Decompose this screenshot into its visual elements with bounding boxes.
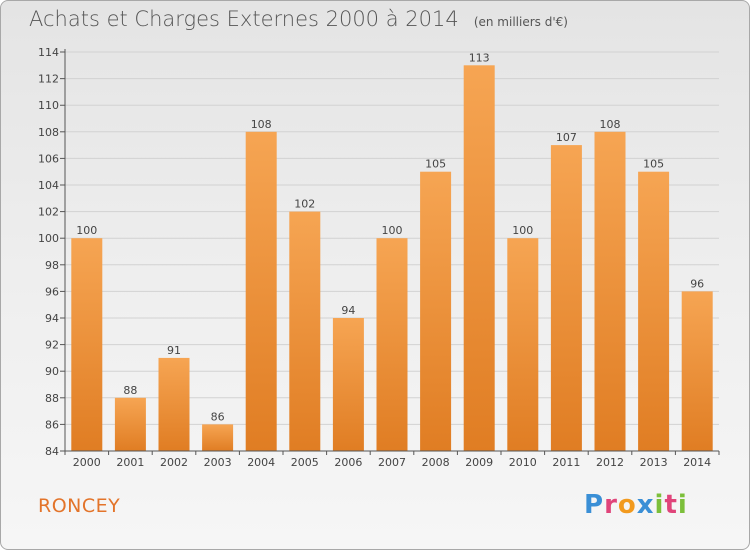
bar-2011 <box>550 145 582 451</box>
data-label-2012: 108 <box>600 118 621 131</box>
data-label-2008: 105 <box>425 158 446 171</box>
bar-2000 <box>71 238 103 451</box>
data-label-2006: 94 <box>341 304 355 317</box>
x-tick-label-2009: 2009 <box>465 456 493 469</box>
y-tick-label: 102 <box>38 206 59 219</box>
bar-2010 <box>507 238 539 451</box>
chart-subtitle: (en milliers d'€) <box>473 15 568 29</box>
y-tick-label: 98 <box>45 259 59 272</box>
y-tick-label: 96 <box>45 285 59 298</box>
axes <box>60 49 720 455</box>
x-tick-label-2006: 2006 <box>334 456 362 469</box>
x-tick-label-2008: 2008 <box>422 456 450 469</box>
y-tick-label: 86 <box>45 418 59 431</box>
y-tick-label: 84 <box>45 445 59 458</box>
y-tick-label: 106 <box>38 152 59 165</box>
y-tick-label: 92 <box>45 339 59 352</box>
logo-letter: r <box>604 490 618 520</box>
bar-2006 <box>332 318 364 451</box>
data-label-2010: 100 <box>512 224 533 237</box>
bar-2002 <box>158 357 190 451</box>
bar-2003 <box>202 424 234 451</box>
bar-2008 <box>420 171 452 451</box>
data-label-2004: 108 <box>251 118 272 131</box>
bars <box>71 65 713 452</box>
logo-letter: P <box>584 490 605 520</box>
x-tick-label-2003: 2003 <box>204 456 232 469</box>
x-tick-label-2012: 2012 <box>596 456 624 469</box>
data-label-2000: 100 <box>76 224 97 237</box>
data-label-2011: 107 <box>556 131 577 144</box>
bar-2001 <box>114 397 146 451</box>
data-label-2009: 113 <box>469 51 490 64</box>
logo-letter: x <box>636 490 655 520</box>
bar-2014 <box>681 291 713 451</box>
data-label-2005: 102 <box>294 198 315 211</box>
x-tick-label-2005: 2005 <box>291 456 319 469</box>
data-label-2002: 91 <box>167 344 181 357</box>
x-tick-label-2010: 2010 <box>509 456 537 469</box>
x-tick-label-2000: 2000 <box>73 456 101 469</box>
logo-letter: i <box>677 490 688 520</box>
bar-2013 <box>638 171 670 451</box>
data-label-2014: 96 <box>690 277 704 290</box>
logo-letter: o <box>617 490 637 520</box>
y-tick-label: 88 <box>45 392 59 405</box>
bar-2009 <box>463 65 495 452</box>
x-tick-label-2007: 2007 <box>378 456 406 469</box>
y-tick-label: 100 <box>38 232 59 245</box>
logo-letter: i <box>654 490 665 520</box>
logo-letter: t <box>664 490 678 520</box>
labels: 84 86 88 90 92 94 96 98 100 102 104 106 108 110 112 114… <box>38 46 711 469</box>
bar-2004 <box>245 131 277 452</box>
data-label-2001: 88 <box>123 384 137 397</box>
proxiti-logo: Proxiti <box>584 490 688 520</box>
y-tick-label: 114 <box>38 46 59 59</box>
x-tick-label-2004: 2004 <box>247 456 275 469</box>
x-tick-label-2013: 2013 <box>640 456 668 469</box>
bar-2007 <box>376 238 408 451</box>
y-tick-label: 110 <box>38 99 59 112</box>
x-tick-label-2001: 2001 <box>116 456 144 469</box>
y-tick-label: 90 <box>45 365 59 378</box>
bar-2012 <box>594 131 626 452</box>
commune-label: RONCEY <box>38 495 121 517</box>
y-tick-label: 94 <box>45 312 59 325</box>
x-tick-label-2014: 2014 <box>683 456 711 469</box>
y-tick-label: 104 <box>38 179 59 192</box>
title-row: Achats et Charges Externes 2000 à 2014 (… <box>29 7 568 31</box>
data-label-2007: 100 <box>382 224 403 237</box>
bar-2005 <box>289 211 321 451</box>
x-tick-label-2002: 2002 <box>160 456 188 469</box>
data-label-2003: 86 <box>211 410 225 423</box>
x-tick-label-2011: 2011 <box>552 456 580 469</box>
y-tick-label: 108 <box>38 126 59 139</box>
chart-title: Achats et Charges Externes 2000 à 2014 <box>29 7 459 31</box>
data-label-2013: 105 <box>643 158 664 171</box>
y-tick-label: 112 <box>38 73 59 86</box>
